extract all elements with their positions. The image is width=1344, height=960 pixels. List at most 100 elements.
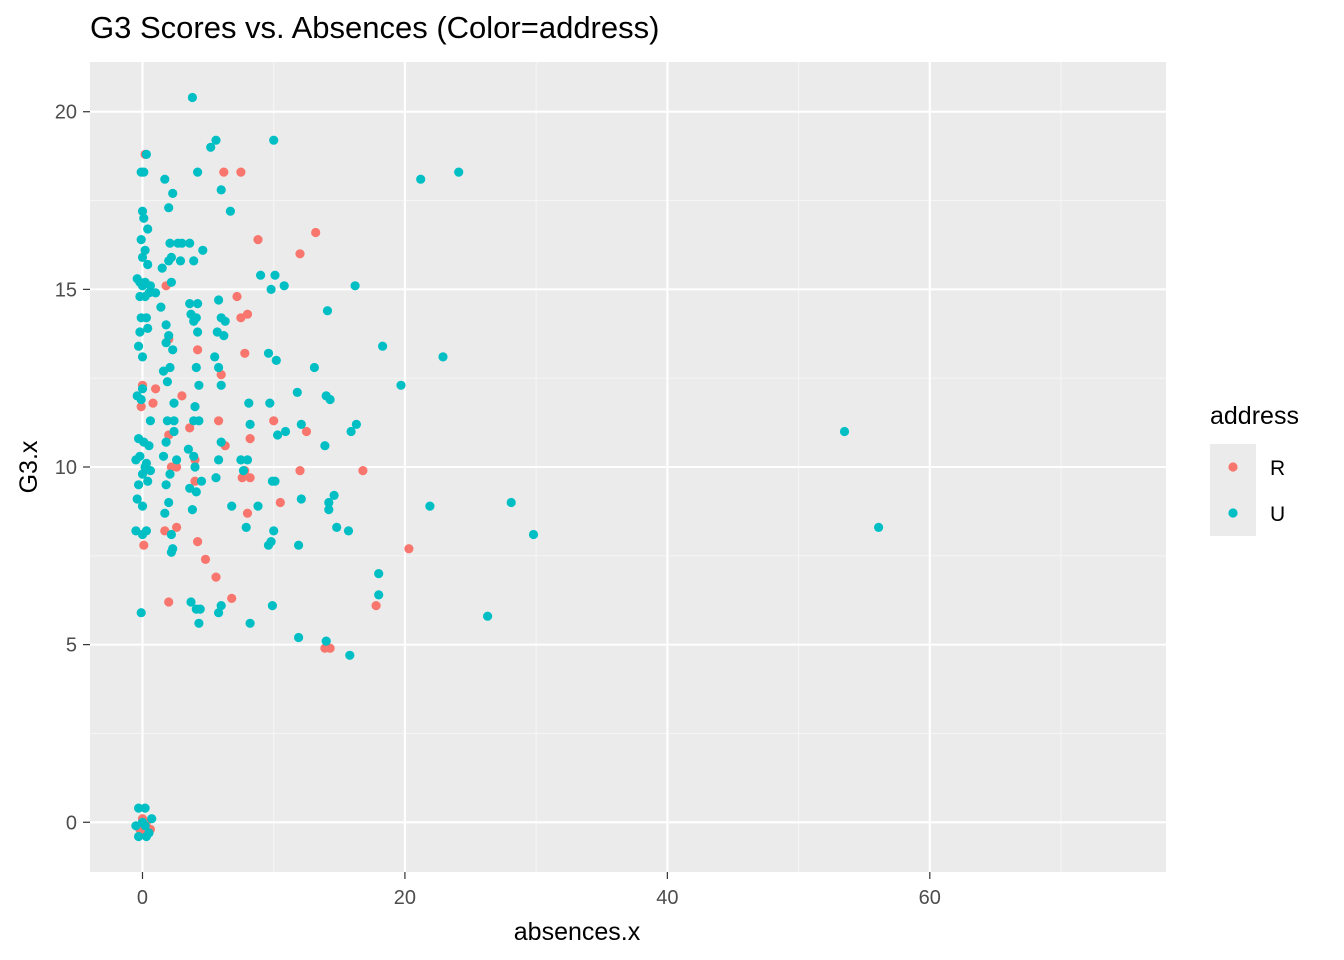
x-tick-label: 60 [919,887,941,909]
data-point-u [227,501,237,511]
data-point-r [136,402,146,412]
data-point-r [219,167,229,177]
data-point-u [242,455,253,465]
data-point-u [165,362,175,373]
data-point-u [141,526,151,536]
data-point-u [196,476,207,486]
data-point-r [295,249,305,259]
data-point-u [454,167,464,177]
x-tick-label: 40 [656,887,678,909]
data-point-u [265,398,275,408]
data-point-u [134,831,144,842]
y-tick-label: 10 [55,457,77,479]
data-point-r [214,416,224,426]
x-tick-label: 0 [137,887,148,909]
data-point-u [143,224,153,234]
data-point-u [350,281,360,291]
data-point-u [141,458,151,468]
data-point-u [137,384,148,394]
data-point-r [172,462,182,472]
data-point-u [245,419,255,429]
data-point-u [160,508,170,518]
axes: 0 20 40 60 0 5 10 15 20 [55,102,941,909]
data-point-u [137,206,148,216]
data-point-u [140,803,150,813]
data-point-r [236,313,246,323]
data-point-r [139,540,149,550]
data-point-r [325,643,335,653]
data-point-u [267,601,277,611]
data-point-r [185,423,195,433]
data-point-u [210,352,220,362]
data-point-u [294,632,304,643]
data-point-u [161,320,171,330]
data-point-u [134,803,144,813]
data-point-u [216,185,226,195]
data-point-u [332,522,342,533]
data-point-r [253,235,263,245]
data-point-u [189,256,199,266]
data-point-u [136,608,146,618]
data-point-u [216,601,226,611]
data-point-r [245,473,255,483]
data-point-r [193,537,203,547]
legend-key-r [1228,462,1238,472]
data-point-u [528,529,539,540]
y-tick-label: 15 [55,279,77,301]
data-point-u [137,469,148,479]
data-point-u [166,277,176,287]
data-point-u [191,313,201,323]
data-point-r [200,554,211,565]
data-point-u [294,540,304,550]
data-point-u [161,338,171,348]
data-point-u [216,437,226,447]
data-point-u [164,256,174,266]
data-point-u [140,245,150,255]
data-point-u [137,352,148,362]
data-point-u [292,387,302,397]
data-point-r [269,416,279,426]
data-point-u [193,327,203,337]
data-point-u [198,245,208,255]
data-point-u [145,416,155,426]
data-point-u [151,288,161,298]
data-point-r [311,227,321,238]
data-point-r [236,167,246,177]
data-point-u [161,480,171,490]
data-point-u [168,345,178,355]
data-point-u [266,284,276,294]
data-point-r [148,398,158,408]
data-point-u [320,441,330,451]
data-point-u [136,394,146,405]
data-point-u [324,497,334,508]
data-point-u [160,174,170,184]
data-point-u [256,270,266,280]
data-point-u [321,636,331,646]
data-point-u [191,362,201,373]
data-point-r [172,522,182,533]
data-point-u [158,451,169,461]
data-point-u [147,814,157,824]
y-tick-label: 0 [66,812,77,834]
chart-title: G3 Scores vs. Absences (Color=address) [90,10,660,45]
y-axis-label: G3.x [15,440,43,493]
data-point-r [301,426,312,437]
data-point-r [240,348,250,358]
data-point-u [169,426,179,437]
data-point-u [161,437,171,447]
data-point-u [157,263,167,273]
data-point-u [322,306,333,316]
data-point-u [324,505,334,515]
data-point-u [346,426,356,437]
data-point-u [351,419,361,429]
data-point-u [187,505,197,515]
data-point-u [143,476,153,486]
data-point-u [269,135,279,145]
data-point-u [139,167,149,177]
data-point-u [164,203,174,213]
data-point-u [296,419,306,429]
data-point-u [185,299,195,309]
data-points [131,92,884,842]
data-point-u [396,380,406,390]
data-point-r [295,466,305,476]
